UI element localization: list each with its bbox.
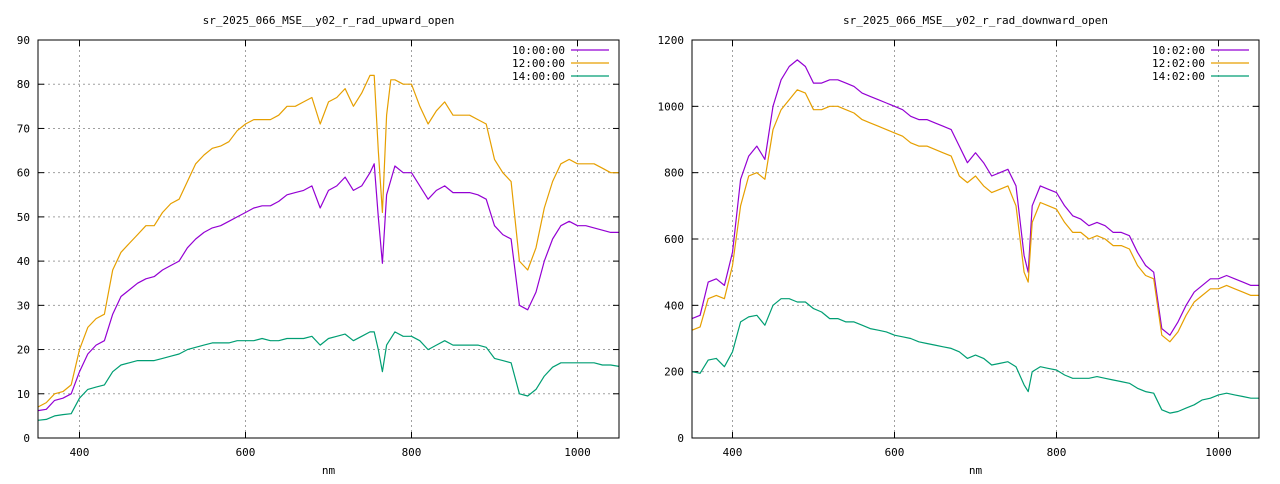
legend-label: 10:00:00 [512,44,565,57]
y-tick-label: 60 [17,167,30,180]
chart-title: sr_2025_066_MSE__y02_r_rad_downward_open [843,14,1108,27]
y-tick-label: 800 [664,167,684,180]
legend-label: 14:00:00 [512,70,565,83]
legend-label: 10:02:00 [1152,44,1205,57]
series-line-2 [37,74,619,408]
legend-label: 14:02:00 [1152,70,1205,83]
x-tick-label: 600 [885,446,905,459]
y-tick-label: 600 [664,233,684,246]
series-line-3 [37,331,620,421]
x-axis-label: nm [322,464,336,477]
series-line-1 [37,163,619,412]
x-tick-label: 600 [236,446,256,459]
y-tick-label: 1000 [658,100,685,113]
y-tick-label: 200 [664,366,684,379]
chart-panel-2: 0 200 400 600 800 1000 1200 400 600 800 1000 sr_202… [658,14,1260,477]
plot-frame [691,39,1260,439]
y-tick-label: 40 [17,255,30,268]
series-line-1 [691,59,1259,336]
x-tick-label: 800 [1047,446,1067,459]
y-tick-label: 10 [17,388,30,401]
plot-frame [37,39,620,439]
y-tick-label: 1200 [658,34,685,47]
x-tick-label: 400 [70,446,90,459]
y-tick-label: 0 [23,432,30,445]
legend-label: 12:00:00 [512,57,565,70]
y-tick-label: 70 [17,122,30,135]
x-tick-label: 800 [402,446,422,459]
y-tick-label: 30 [17,299,30,312]
legend-label: 12:02:00 [1152,57,1205,70]
y-tick-label: 400 [664,299,684,312]
x-tick-label: 400 [723,446,743,459]
y-tick-label: 90 [17,34,30,47]
series-line-2 [691,89,1259,343]
x-tick-label: 1000 [564,446,591,459]
y-tick-label: 50 [17,211,30,224]
x-tick-label: 1000 [1205,446,1232,459]
y-tick-label: 0 [677,432,684,445]
y-tick-label: 20 [17,344,30,357]
y-tick-label: 80 [17,78,30,91]
x-axis-label: nm [969,464,983,477]
chart-panel-1: 0 10 20 30 40 50 60 70 80 90 400 600 800 1000 sr_2025_… [17,14,620,477]
chart-title: sr_2025_066_MSE__y02_r_rad_upward_open [203,14,455,27]
series-line-3 [691,298,1259,414]
